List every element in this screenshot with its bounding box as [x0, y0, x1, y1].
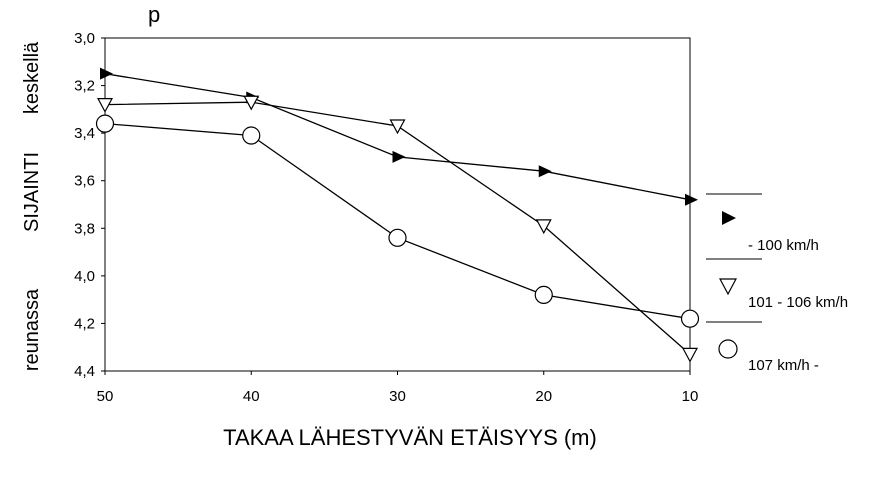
- data-point: [243, 95, 260, 111]
- y-axis-label-left: reunassa: [21, 288, 43, 371]
- y-tick-label: 3,6: [74, 173, 95, 190]
- y-axis-label-middle: SIJAINTI: [21, 152, 43, 232]
- triangle-down-icon: [719, 278, 737, 296]
- y-tick-label: 4,4: [74, 363, 95, 380]
- data-point: [242, 126, 261, 145]
- data-point: [685, 193, 698, 206]
- data-point: [95, 114, 115, 133]
- legend-item: 107 km/h -: [718, 339, 819, 374]
- data-point: [388, 228, 407, 247]
- x-axis-title: TAKAA LÄHESTYVÄN ETÄISYYS (m): [223, 425, 597, 450]
- series-line: [104, 101, 691, 355]
- y-tick-label: 4,0: [74, 268, 95, 285]
- series-group: [95, 67, 700, 363]
- x-tick-label: 20: [535, 388, 552, 405]
- legend: - 100 km/h 101 - 106 km/h 107 km/h -: [706, 193, 848, 374]
- data-point: [680, 309, 700, 328]
- circle-icon: [718, 339, 738, 359]
- y-tick-label: 3,0: [74, 30, 95, 47]
- series-line: [104, 122, 691, 320]
- data-point: [389, 119, 406, 135]
- y-tick-label: 3,8: [74, 220, 95, 237]
- x-axis: 50 40 30 20 10: [97, 371, 699, 405]
- y-axis: 3,0 3,2 3,4 3,6 3,8 4,0 4,2 4,4: [74, 30, 105, 380]
- y-axis-title: reunassa SIJAINTI keskellä: [21, 41, 43, 371]
- data-point: [100, 67, 113, 80]
- legend-item: - 100 km/h: [722, 211, 819, 254]
- data-point: [535, 219, 552, 235]
- legend-label: - 100 km/h: [748, 237, 819, 254]
- x-tick-label: 40: [243, 388, 260, 405]
- data-point: [681, 347, 699, 363]
- top-text: p: [148, 2, 160, 27]
- y-tick-label: 4,2: [74, 315, 95, 332]
- y-axis-label-right: keskellä: [21, 41, 43, 114]
- data-point: [534, 285, 553, 304]
- data-point: [538, 165, 552, 178]
- legend-label: 101 - 106 km/h: [748, 294, 848, 311]
- y-tick-label: 3,2: [74, 78, 95, 95]
- legend-item: 101 - 106 km/h: [719, 278, 848, 311]
- y-tick-label: 3,4: [74, 125, 95, 142]
- legend-label: 107 km/h -: [748, 357, 819, 374]
- data-point: [392, 150, 406, 163]
- x-tick-label: 10: [682, 388, 699, 405]
- series-line: [104, 73, 691, 201]
- filled-triangle-right-icon: [722, 211, 736, 225]
- x-tick-label: 30: [389, 388, 406, 405]
- data-point: [96, 98, 114, 113]
- x-tick-label: 50: [97, 388, 114, 405]
